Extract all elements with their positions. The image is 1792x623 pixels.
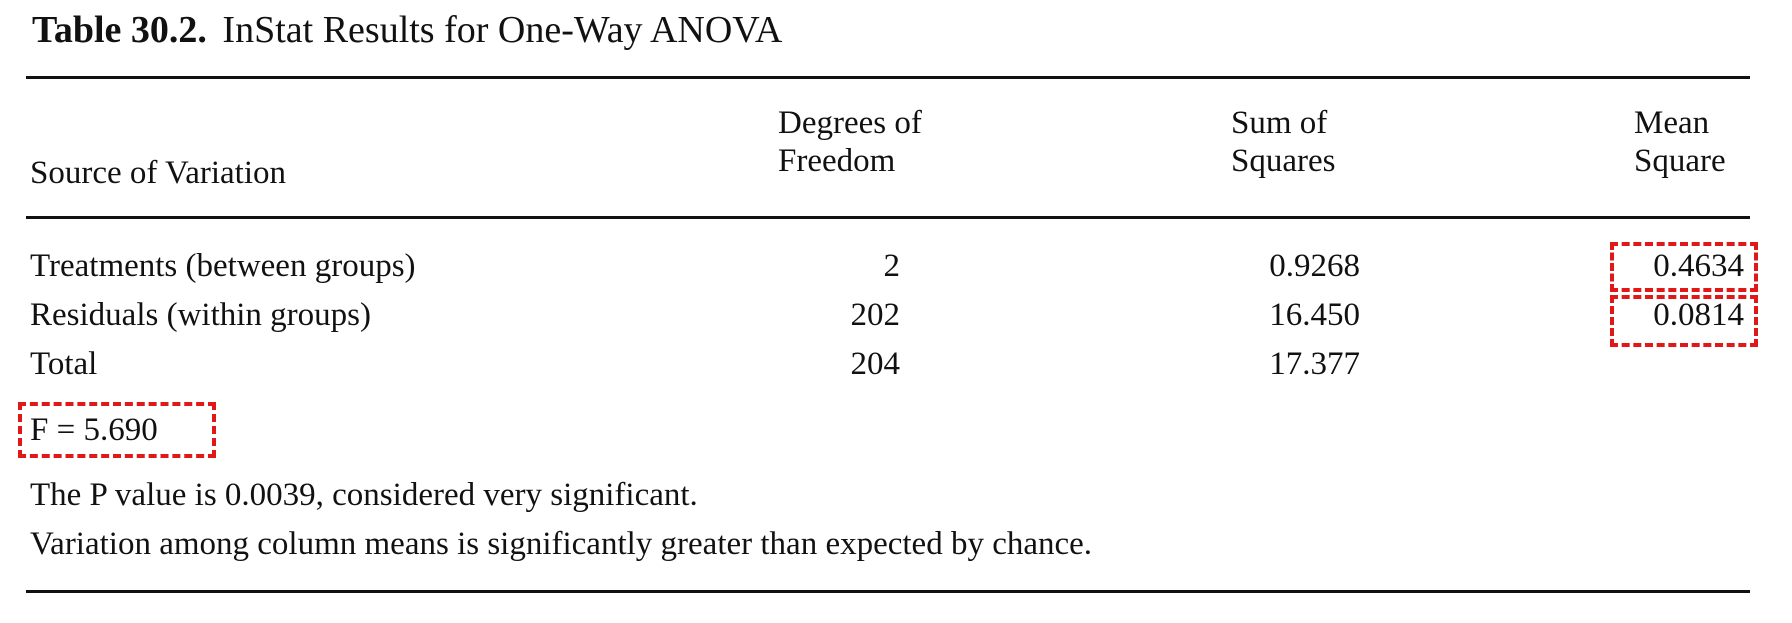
header-source-of-variation: Source of Variation <box>30 155 286 191</box>
p-value-note: The P value is 0.0039, considered very s… <box>30 477 698 513</box>
row-total-label: Total <box>30 346 98 382</box>
f-statistic: F = 5.690 <box>30 412 158 448</box>
row-residuals-label: Residuals (within groups) <box>30 297 371 333</box>
bottom-rule <box>26 590 1750 593</box>
top-rule <box>26 76 1750 79</box>
header-ss-line1: Sum of <box>1231 105 1328 141</box>
row-treatments-label: Treatments (between groups) <box>30 248 416 284</box>
row-treatments-ss: 0.9268 <box>1269 248 1360 284</box>
interpretation-note: Variation among column means is signific… <box>30 526 1093 562</box>
row-treatments-ms: 0.4634 <box>1653 248 1744 284</box>
table-title: Table 30.2. InStat Results for One-Way A… <box>32 8 782 52</box>
table-title-text: InStat Results for One-Way ANOVA <box>222 9 783 51</box>
table-number: Table 30.2. <box>32 9 207 51</box>
header-df-line2: Freedom <box>778 143 896 179</box>
header-sum-of-squares: Sum of Squares <box>1231 104 1335 180</box>
header-degrees-of-freedom: Degrees of Freedom <box>778 104 922 180</box>
row-total-df: 204 <box>850 346 901 382</box>
row-residuals-ss: 16.450 <box>1269 297 1360 333</box>
highlight-box-mean-square-residuals <box>1610 295 1758 347</box>
header-df-line1: Degrees of <box>778 105 922 141</box>
header-mean-square: Mean Square <box>1634 104 1726 180</box>
header-ss-line2: Squares <box>1231 143 1336 179</box>
highlight-box-mean-square-treatments <box>1610 242 1758 292</box>
row-residuals-ms: 0.0814 <box>1653 297 1744 333</box>
header-ms-line1: Mean <box>1634 105 1710 141</box>
row-total-ss: 17.377 <box>1269 346 1360 382</box>
header-ms-line2: Square <box>1634 143 1726 179</box>
header-rule <box>26 216 1750 219</box>
highlight-box-f-statistic <box>18 402 216 458</box>
row-treatments-df: 2 <box>883 248 901 284</box>
row-residuals-df: 202 <box>850 297 901 333</box>
